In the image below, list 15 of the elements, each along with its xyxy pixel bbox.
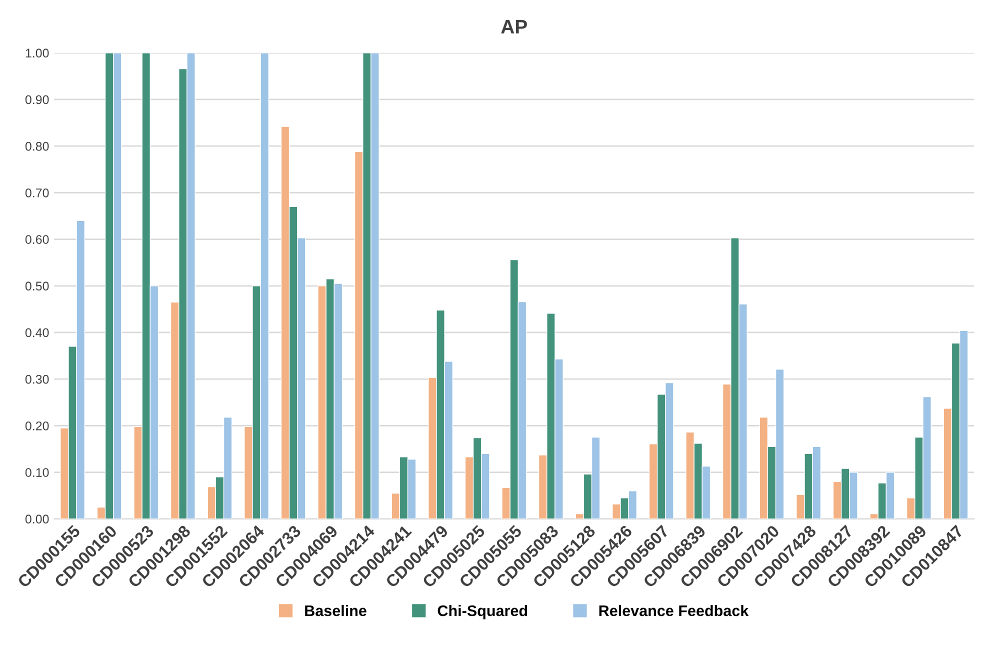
y-tick-label: 0.40 [25, 328, 49, 338]
y-tick-label: 0.70 [25, 188, 49, 198]
legend-label: Relevance Feedback [599, 604, 749, 616]
y-tick-label: 0.00 [25, 514, 49, 524]
y-tick-label: 0.80 [25, 142, 49, 151]
chart-title: AP [501, 20, 527, 34]
legend-label: Baseline [305, 604, 366, 616]
y-tick-label: 0.30 [25, 374, 49, 384]
y-tick-label: 0.10 [25, 468, 49, 477]
y-tick-label: 0.90 [25, 95, 49, 104]
y-tick-label: 0.20 [25, 421, 49, 430]
y-tick-label: 0.50 [25, 282, 49, 291]
legend-label: Chi-Squared [438, 604, 528, 620]
y-tick-label: 0.60 [25, 235, 49, 244]
y-tick-label: 1.00 [26, 48, 49, 58]
